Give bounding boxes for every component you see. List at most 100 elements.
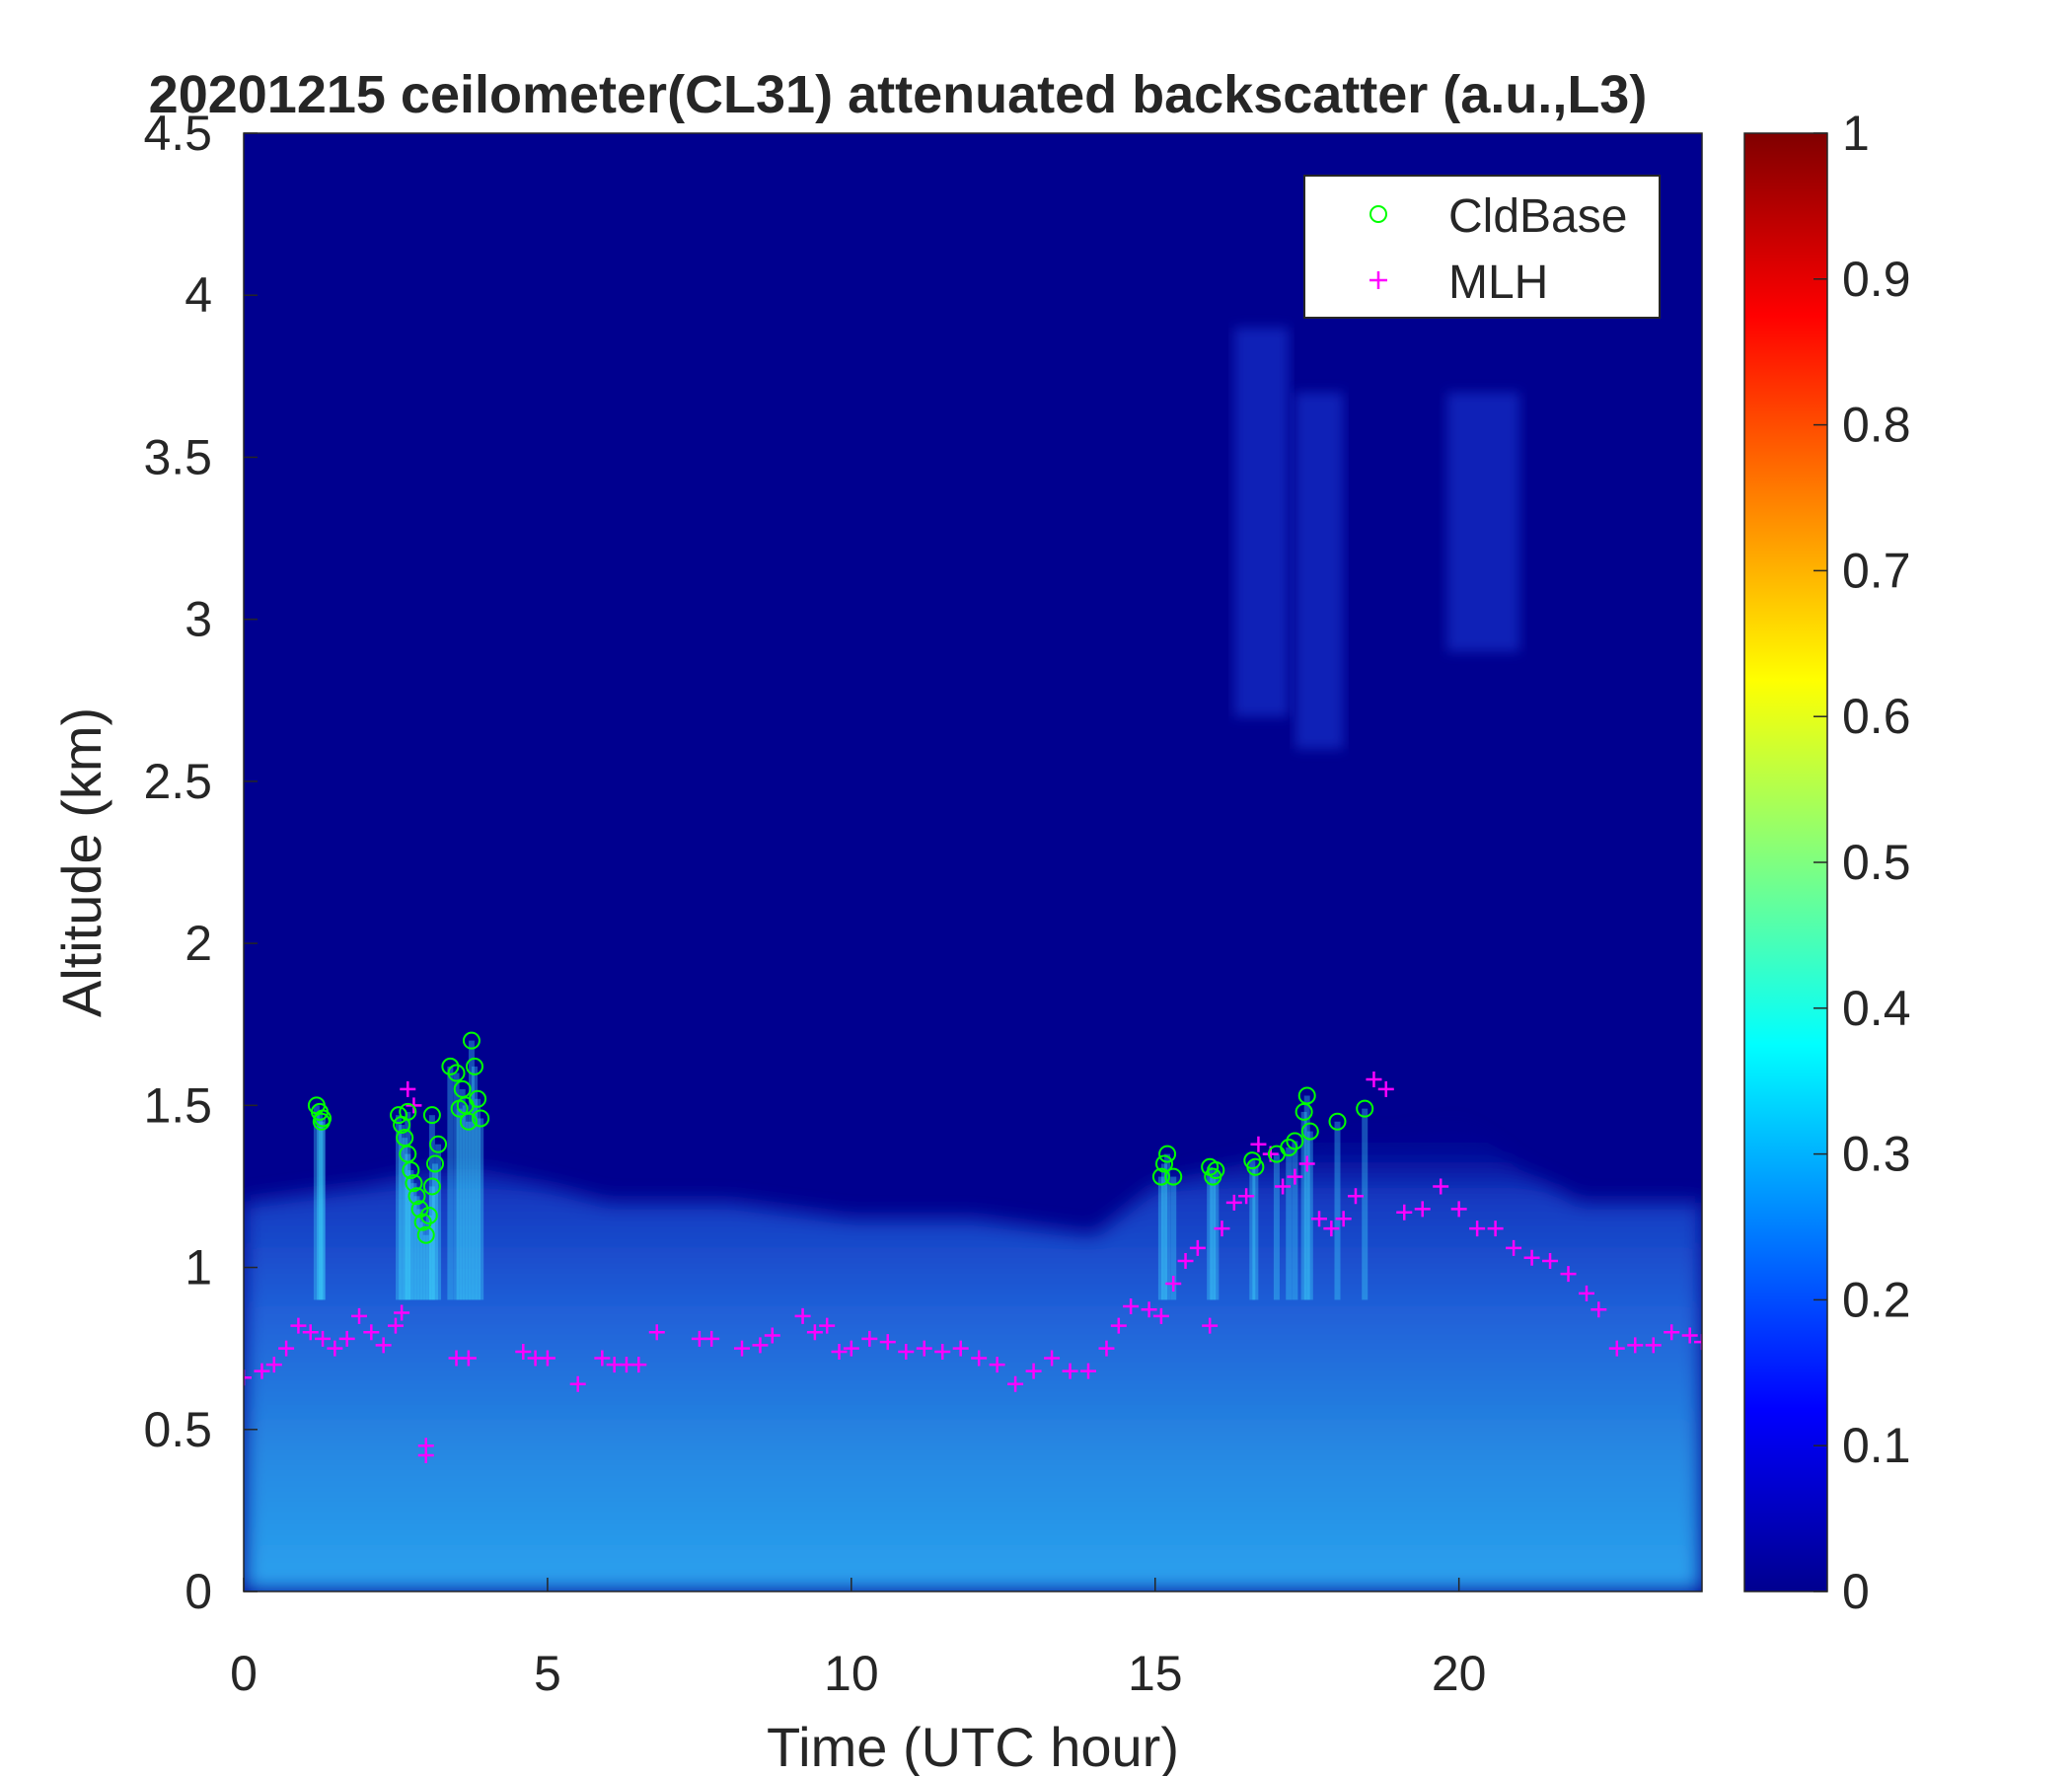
mlh-point-68 (1298, 1155, 1315, 1172)
mlh-point-3 (278, 1340, 295, 1357)
y-axis-label: Altitude (km) (50, 707, 112, 1017)
cldbase-point-12 (413, 1213, 432, 1231)
mlh-point-27 (630, 1357, 647, 1373)
cloud-streak-10 (413, 1196, 420, 1300)
cloud-streak-36 (1213, 1170, 1220, 1300)
cldbase-point-29 (450, 1099, 469, 1118)
mlh-point-19 (460, 1350, 477, 1367)
mlh-point-9 (351, 1307, 368, 1324)
mlh-point-69 (1311, 1211, 1328, 1227)
mlh-point-0 (244, 1369, 252, 1386)
cloud-streak-43 (1303, 1095, 1310, 1300)
mlh-point-88 (1627, 1337, 1644, 1354)
colorbar-tick-label-3: 0.3 (1842, 1127, 1911, 1182)
mlh-point-74 (1377, 1080, 1394, 1097)
legend-cldbase-label: CldBase (1448, 190, 1627, 243)
cldbase-point-14 (419, 1207, 438, 1225)
y-tick-label-9: 4.5 (143, 106, 212, 161)
mlh-point-92 (1694, 1334, 1702, 1351)
y-tick-label-3: 1.5 (143, 1077, 212, 1133)
mlh-point-67 (1287, 1168, 1303, 1185)
mlh-point-32 (752, 1337, 769, 1354)
cloud-streak-15 (428, 1186, 435, 1300)
x-tick-label-0: 0 (230, 1646, 258, 1701)
mlh-point-70 (1323, 1221, 1340, 1237)
cloud-streak-11 (416, 1209, 423, 1300)
mlh-point-59 (1189, 1239, 1206, 1256)
mlh-point-72 (1347, 1188, 1364, 1205)
colorbar-tick-label-8: 0.8 (1842, 398, 1911, 453)
x-tick-label-3: 15 (1128, 1646, 1183, 1701)
cldbase-point-28 (472, 1109, 490, 1128)
cloud-streak-27 (475, 1098, 481, 1300)
mlh-point-63 (1238, 1188, 1255, 1205)
cldbase-point-45 (1328, 1112, 1347, 1131)
cldbase-point-33 (1164, 1167, 1183, 1186)
cloud-streak-6 (402, 1138, 408, 1300)
x-tick-label-2: 10 (824, 1646, 879, 1701)
y-tick-label-7: 3.5 (143, 429, 212, 484)
cloud-streak-5 (399, 1125, 406, 1300)
mlh-point-50 (1062, 1363, 1078, 1379)
cloud-streak-39 (1273, 1153, 1280, 1300)
mlh-point-42 (916, 1340, 932, 1357)
y-tick-label-6: 3 (185, 592, 212, 647)
mlh-point-46 (989, 1357, 1005, 1373)
cldbase-point-36 (1207, 1161, 1225, 1180)
cloud-streak-4 (396, 1115, 403, 1300)
cldbase-point-31 (1154, 1154, 1173, 1173)
cldbase-point-41 (1286, 1132, 1304, 1150)
cldbase-point-3 (312, 1112, 331, 1131)
colorbar-tick-label-1: 0.1 (1842, 1418, 1911, 1473)
mlh-point-13 (394, 1304, 410, 1321)
colorbar-tick-label-10: 1 (1842, 106, 1870, 161)
mlh-point-77 (1433, 1178, 1449, 1195)
colorbar-tick-label-9: 0.9 (1842, 252, 1911, 307)
mlh-point-15 (406, 1097, 422, 1114)
mlh-point-60 (1202, 1317, 1219, 1334)
cloud-streak-23 (462, 1105, 469, 1300)
cloud-streak-38 (1252, 1166, 1259, 1300)
mlh-point-82 (1523, 1249, 1540, 1266)
mlh-point-48 (1025, 1363, 1042, 1379)
cldbase-point-44 (1300, 1122, 1319, 1141)
mlh-point-37 (831, 1343, 848, 1360)
mlh-point-30 (703, 1330, 720, 1347)
colorbar-ticks: 0 0.1 0.2 0.3 0.4 0.5 0.6 0.7 0.8 0.9 1 (1813, 106, 1911, 1619)
mlh-point-34 (794, 1307, 811, 1324)
cloud-streak-42 (1300, 1111, 1307, 1300)
cloud-streak-46 (1362, 1108, 1369, 1300)
cldbase-point-17 (429, 1135, 448, 1153)
colorbar-tick-label-4: 0.4 (1842, 981, 1911, 1036)
cldbase-series (307, 1031, 1374, 1244)
cloud-streak-19 (405, 1111, 411, 1300)
mlh-point-91 (1681, 1327, 1698, 1344)
cloud-streak-37 (1249, 1160, 1256, 1300)
mlh-point-47 (1007, 1375, 1024, 1392)
mlh-point-76 (1414, 1201, 1431, 1218)
mlh-point-64 (1250, 1136, 1267, 1152)
mlh-point-53 (1110, 1317, 1127, 1334)
mlh-point-33 (764, 1327, 780, 1344)
mlh-point-73 (1366, 1072, 1382, 1088)
mlh-point-12 (387, 1317, 404, 1334)
y-tick-label-8: 4 (185, 267, 212, 323)
cloud-streak-13 (422, 1234, 429, 1300)
colorbar-tick-label-0: 0 (1842, 1564, 1870, 1619)
cldbase-point-38 (1246, 1157, 1265, 1176)
y-tick-label-2: 1 (185, 1240, 212, 1295)
cldbase-point-16 (425, 1154, 444, 1173)
cloud-streak-28 (478, 1118, 484, 1300)
cloud-streak-35 (1210, 1176, 1217, 1300)
mlh-point-57 (1165, 1275, 1182, 1292)
mlh-point-62 (1225, 1194, 1242, 1211)
mlh-point-84 (1560, 1266, 1577, 1283)
cldbase-point-27 (469, 1089, 487, 1108)
mlh-point-87 (1608, 1340, 1625, 1357)
mlh-point-10 (363, 1324, 380, 1341)
y-tick-label-0: 0 (185, 1564, 212, 1619)
mlh-point-89 (1645, 1337, 1662, 1354)
mlh-point-66 (1275, 1178, 1292, 1195)
colorbar-tick-label-2: 0.2 (1842, 1272, 1911, 1327)
